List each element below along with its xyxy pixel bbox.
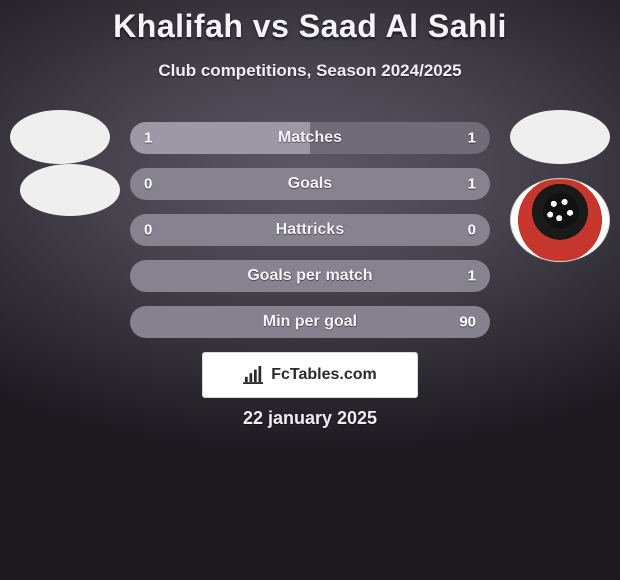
page-subtitle: Club competitions, Season 2024/2025 — [0, 61, 620, 81]
page-title: Khalifah vs Saad Al Sahli — [0, 0, 620, 45]
date-text: 22 january 2025 — [0, 408, 620, 429]
club-badge-right — [510, 178, 610, 262]
player-right-avatar — [510, 110, 610, 164]
stat-row-right-half — [310, 168, 490, 200]
brand-badge[interactable]: FcTables.com — [202, 352, 418, 398]
comparison-card: Khalifah vs Saad Al Sahli Club competiti… — [0, 0, 620, 580]
stat-row-left-half — [130, 168, 310, 200]
stat-row: 1 Matches 1 — [130, 122, 490, 154]
stat-row: Goals per match 1 — [130, 260, 490, 292]
stat-value-right: 1 — [468, 130, 476, 147]
stat-value-left: 0 — [144, 176, 152, 193]
chart-icon — [243, 366, 265, 384]
stats-list: 1 Matches 1 0 Goals 1 0 Hattricks 0 Goals per mat… — [130, 122, 490, 338]
stat-label: Matches — [278, 129, 342, 147]
stat-row: 0 Goals 1 — [130, 168, 490, 200]
stat-label: Goals per match — [247, 267, 372, 285]
player-left-avatar-secondary — [20, 164, 120, 216]
stat-label: Min per goal — [263, 313, 357, 331]
stat-value-right: 1 — [468, 176, 476, 193]
stat-value-right: 90 — [459, 314, 476, 331]
stat-row: 0 Hattricks 0 — [130, 214, 490, 246]
stat-label: Goals — [288, 175, 332, 193]
brand-label: FcTables.com — [271, 366, 377, 384]
stat-value-right: 0 — [468, 222, 476, 239]
stat-label: Hattricks — [276, 221, 344, 239]
stat-value-right: 1 — [468, 268, 476, 285]
player-left-avatar — [10, 110, 110, 164]
stat-row: Min per goal 90 — [130, 306, 490, 338]
stat-value-left: 0 — [144, 222, 152, 239]
stat-value-left: 1 — [144, 130, 152, 147]
